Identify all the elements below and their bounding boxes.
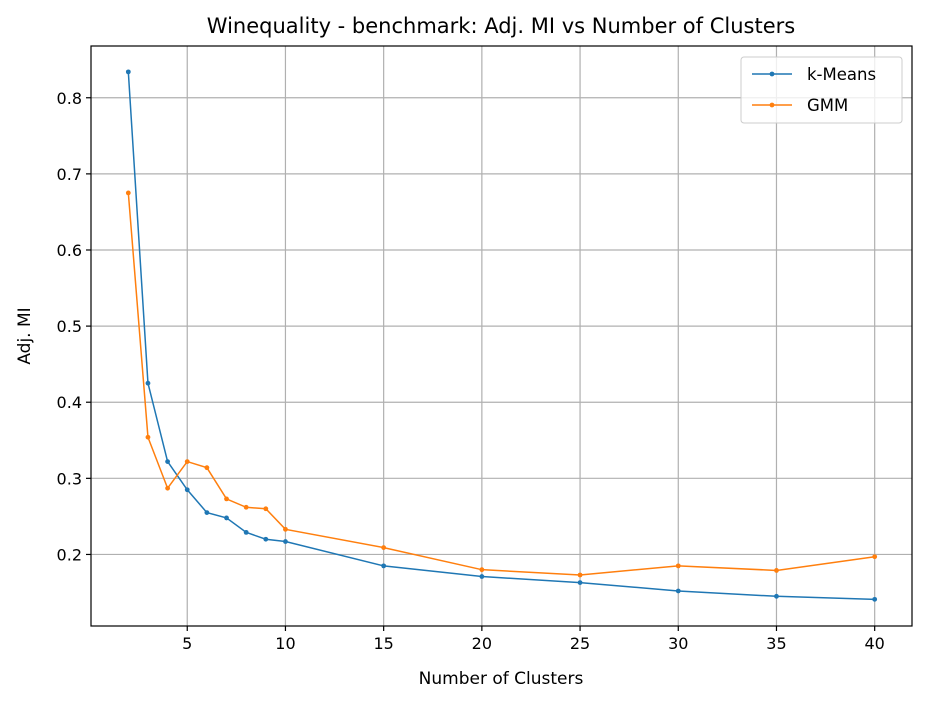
grid (91, 46, 912, 626)
data-point-k-means (283, 539, 288, 544)
data-point-k-means (479, 574, 485, 579)
data-point-gmm (263, 506, 269, 512)
legend-label-gmm: GMM (807, 96, 848, 115)
data-point-k-means (165, 459, 171, 464)
data-point-gmm (125, 190, 131, 196)
y-tick-label: 0.7 (57, 165, 82, 184)
y-tick-label: 0.6 (57, 241, 82, 260)
data-point-k-means (774, 593, 779, 599)
axis-ticks: 5 10 15 20 25 30 35 40 0.2 0.3 0.4 0.5 0.6 0.7 0.8 (57, 89, 885, 653)
data-point-gmm (675, 563, 681, 569)
x-tick-label: 15 (373, 634, 393, 653)
legend-marker-k-means (769, 71, 775, 77)
data-point-k-means (125, 69, 131, 75)
series-layer (125, 69, 878, 602)
x-tick-label: 40 (865, 634, 885, 653)
x-tick-label: 35 (766, 634, 786, 653)
x-axis-label: Number of Clusters (419, 669, 584, 689)
data-point-k-means (145, 380, 151, 386)
y-tick-label: 0.8 (57, 89, 82, 108)
x-tick-label: 5 (182, 634, 192, 653)
chart-title: Winequality - benchmark: Adj. MI vs Numb… (207, 14, 795, 38)
data-point-gmm (577, 572, 583, 578)
data-point-k-means (577, 580, 583, 586)
data-point-k-means (381, 563, 387, 569)
legend: k-Means GMM (740, 56, 903, 124)
x-tick-label: 25 (570, 634, 590, 653)
data-point-k-means (263, 536, 269, 542)
data-point-k-means (204, 510, 210, 515)
data-point-k-means (184, 487, 190, 493)
x-tick-label: 10 (275, 634, 295, 653)
data-point-gmm (224, 496, 229, 502)
x-tick-label: 30 (668, 634, 688, 653)
plot-frame (90, 45, 913, 627)
data-point-gmm (774, 568, 779, 573)
data-point-k-means (872, 596, 878, 602)
legend-label-k-means: k-Means (807, 65, 876, 84)
data-point-gmm (381, 545, 387, 551)
y-tick-label: 0.4 (57, 393, 82, 412)
y-tick-label: 0.5 (57, 317, 82, 336)
data-point-gmm (165, 485, 171, 491)
data-point-gmm (872, 554, 878, 560)
series-line-k-means (127, 71, 875, 601)
y-axis-label: Adj. MI (15, 307, 35, 364)
data-point-gmm (243, 504, 249, 510)
x-tick-label: 20 (472, 634, 492, 653)
data-point-gmm (479, 567, 485, 573)
data-point-k-means (224, 515, 229, 521)
y-tick-label: 0.2 (57, 545, 82, 564)
data-point-k-means (243, 529, 249, 535)
data-point-gmm (184, 459, 190, 464)
data-point-gmm (283, 526, 288, 532)
data-point-gmm (145, 434, 151, 440)
legend-marker-gmm (769, 102, 775, 108)
data-point-k-means (675, 588, 681, 594)
data-point-gmm (204, 465, 210, 471)
y-tick-label: 0.3 (57, 469, 82, 488)
